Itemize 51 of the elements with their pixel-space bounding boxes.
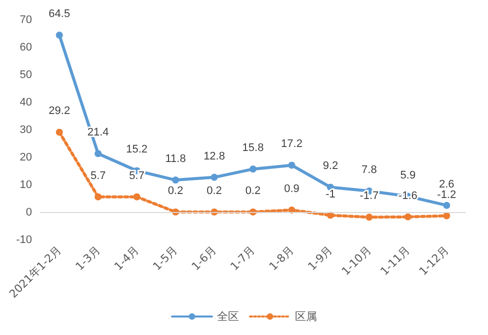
data-label: 17.2 [281,138,302,150]
point [288,162,296,169]
point [443,212,450,220]
data-label: 2.6 [438,178,454,190]
y-tick-label: 60 [20,42,32,54]
point [133,193,140,200]
data-label: 0.2 [245,184,261,197]
point [210,174,218,181]
x-tick-label: 1-7月 [228,243,258,274]
data-label: 29.2 [48,105,70,118]
y-tick-label: 50 [20,69,32,81]
y-tick-label: 20 [20,152,32,164]
data-label: 12.8 [204,150,225,162]
data-label: 15.2 [126,144,148,156]
point [172,176,180,184]
data-label: 0.9 [284,183,300,196]
x-tick-label: 1-8月 [266,243,296,274]
x-tick-label: 1-6月 [189,243,219,274]
y-tick-label: 70 [20,14,32,26]
y-tick-label: 30 [20,124,32,136]
x-tick-label: 1-4月 [112,243,142,274]
data-label: 5.9 [400,169,416,182]
data-label: 5.7 [90,170,106,182]
data-label: 64.5 [48,8,70,20]
data-label: 11.8 [165,153,186,166]
x-tick-label: 1-9月 [305,243,336,274]
data-label: 0.2 [206,184,222,197]
point [404,213,412,220]
data-label: 5.7 [129,170,144,182]
data-label: -1.2 [437,188,456,201]
data-label: 9.2 [322,160,338,172]
data-label: -1.7 [360,190,379,202]
data-label: 0.2 [168,184,184,197]
data-label: 15.8 [242,142,264,154]
y-tick-label: -10 [16,234,32,246]
legend-label: 区属 [295,310,317,323]
point [56,128,63,136]
x-tick-label: 1-5月 [150,243,180,274]
data-label: -1 [326,188,336,200]
point [250,166,256,173]
point [56,32,63,39]
y-tick-label: 10 [20,179,32,191]
point [366,214,373,221]
point [94,150,102,158]
data-label: 7.8 [362,164,377,176]
point [443,202,450,209]
y-tick-label: 0 [26,206,32,218]
legend-label: 全区 [217,310,239,323]
y-tick-label: 40 [20,96,32,108]
point [94,193,102,200]
x-tick-label: 1-3月 [73,243,103,274]
